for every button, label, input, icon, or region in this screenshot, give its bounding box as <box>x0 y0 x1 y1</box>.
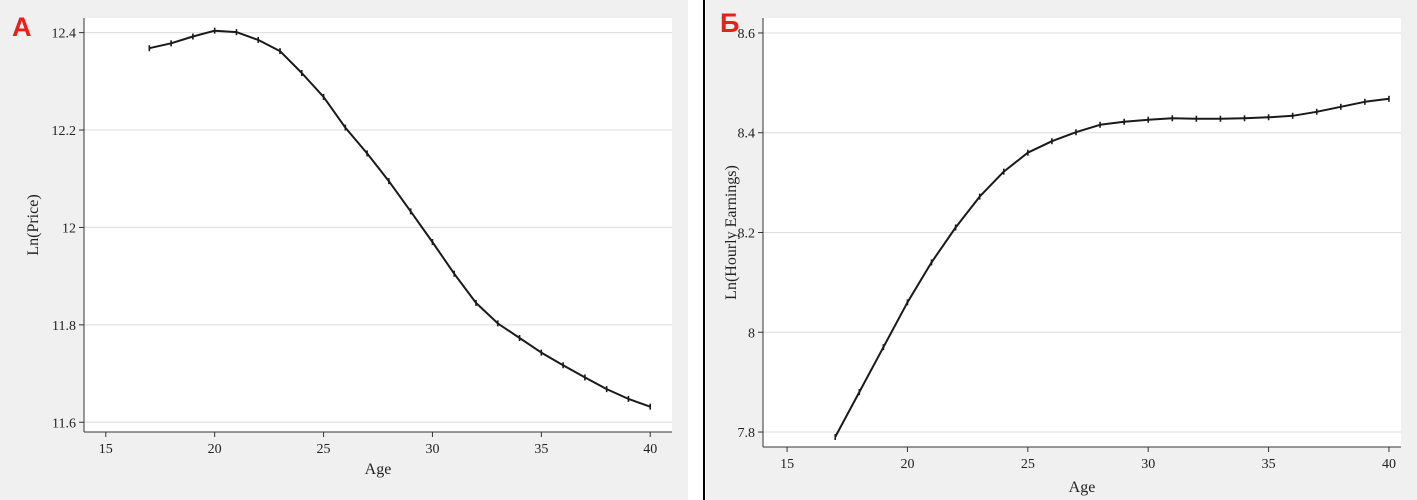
x-axis-label: Age <box>365 461 392 478</box>
x-tick-label: 15 <box>780 457 794 472</box>
x-tick-label: 30 <box>1141 457 1155 472</box>
y-tick-label: 11.8 <box>52 319 76 334</box>
y-tick-label: 8 <box>748 326 755 341</box>
x-tick-label: 20 <box>900 457 914 472</box>
y-tick-label: 12.4 <box>52 27 77 42</box>
x-tick-label: 25 <box>1021 457 1035 472</box>
panel-a-letter: А <box>12 12 32 42</box>
x-tick-label: 40 <box>643 442 657 457</box>
x-axis-label: Age <box>1069 479 1096 496</box>
series-line <box>149 29 651 408</box>
x-tick-label: 35 <box>534 442 548 457</box>
y-axis-label: Ln(Hourly Earnings) <box>723 165 740 300</box>
x-tick-label: 40 <box>1382 457 1396 472</box>
plot-area <box>84 18 672 432</box>
panel-divider <box>703 0 705 500</box>
x-tick-label: 25 <box>317 442 331 457</box>
y-tick-label: 8.2 <box>738 227 756 242</box>
panel-b-letter: Б <box>720 8 740 38</box>
panel-b: Б 7.8 8 8.2 8.4 8.6 15 20 25 30 35 40 Age Ln(Hourly … <box>706 0 1417 500</box>
y-tick-label: 11.6 <box>52 416 76 431</box>
series-line <box>834 97 1390 438</box>
x-tick-label: 20 <box>208 442 222 457</box>
x-tick-label: 15 <box>99 442 113 457</box>
panel-a: А 11.6 11.8 12 12.2 12.4 15 20 25 30 35 40 Age Ln(Pr… <box>0 0 688 500</box>
y-tick-label: 8.6 <box>738 27 756 42</box>
y-tick-label: 12 <box>62 221 76 236</box>
x-tick-label: 30 <box>425 442 439 457</box>
y-tick-label: 12.2 <box>52 124 77 139</box>
chart-a: 11.6 11.8 12 12.2 12.4 15 20 25 30 35 40 Age Ln(Pric… <box>25 18 672 478</box>
chart-b: 7.8 8 8.2 8.4 8.6 15 20 25 30 35 40 Age Ln(Hourly Ea… <box>723 18 1401 496</box>
x-tick-label: 35 <box>1262 457 1276 472</box>
y-tick-label: 8.4 <box>738 127 756 142</box>
y-tick-label: 7.8 <box>738 426 756 441</box>
y-axis-label: Ln(Price) <box>25 194 42 255</box>
